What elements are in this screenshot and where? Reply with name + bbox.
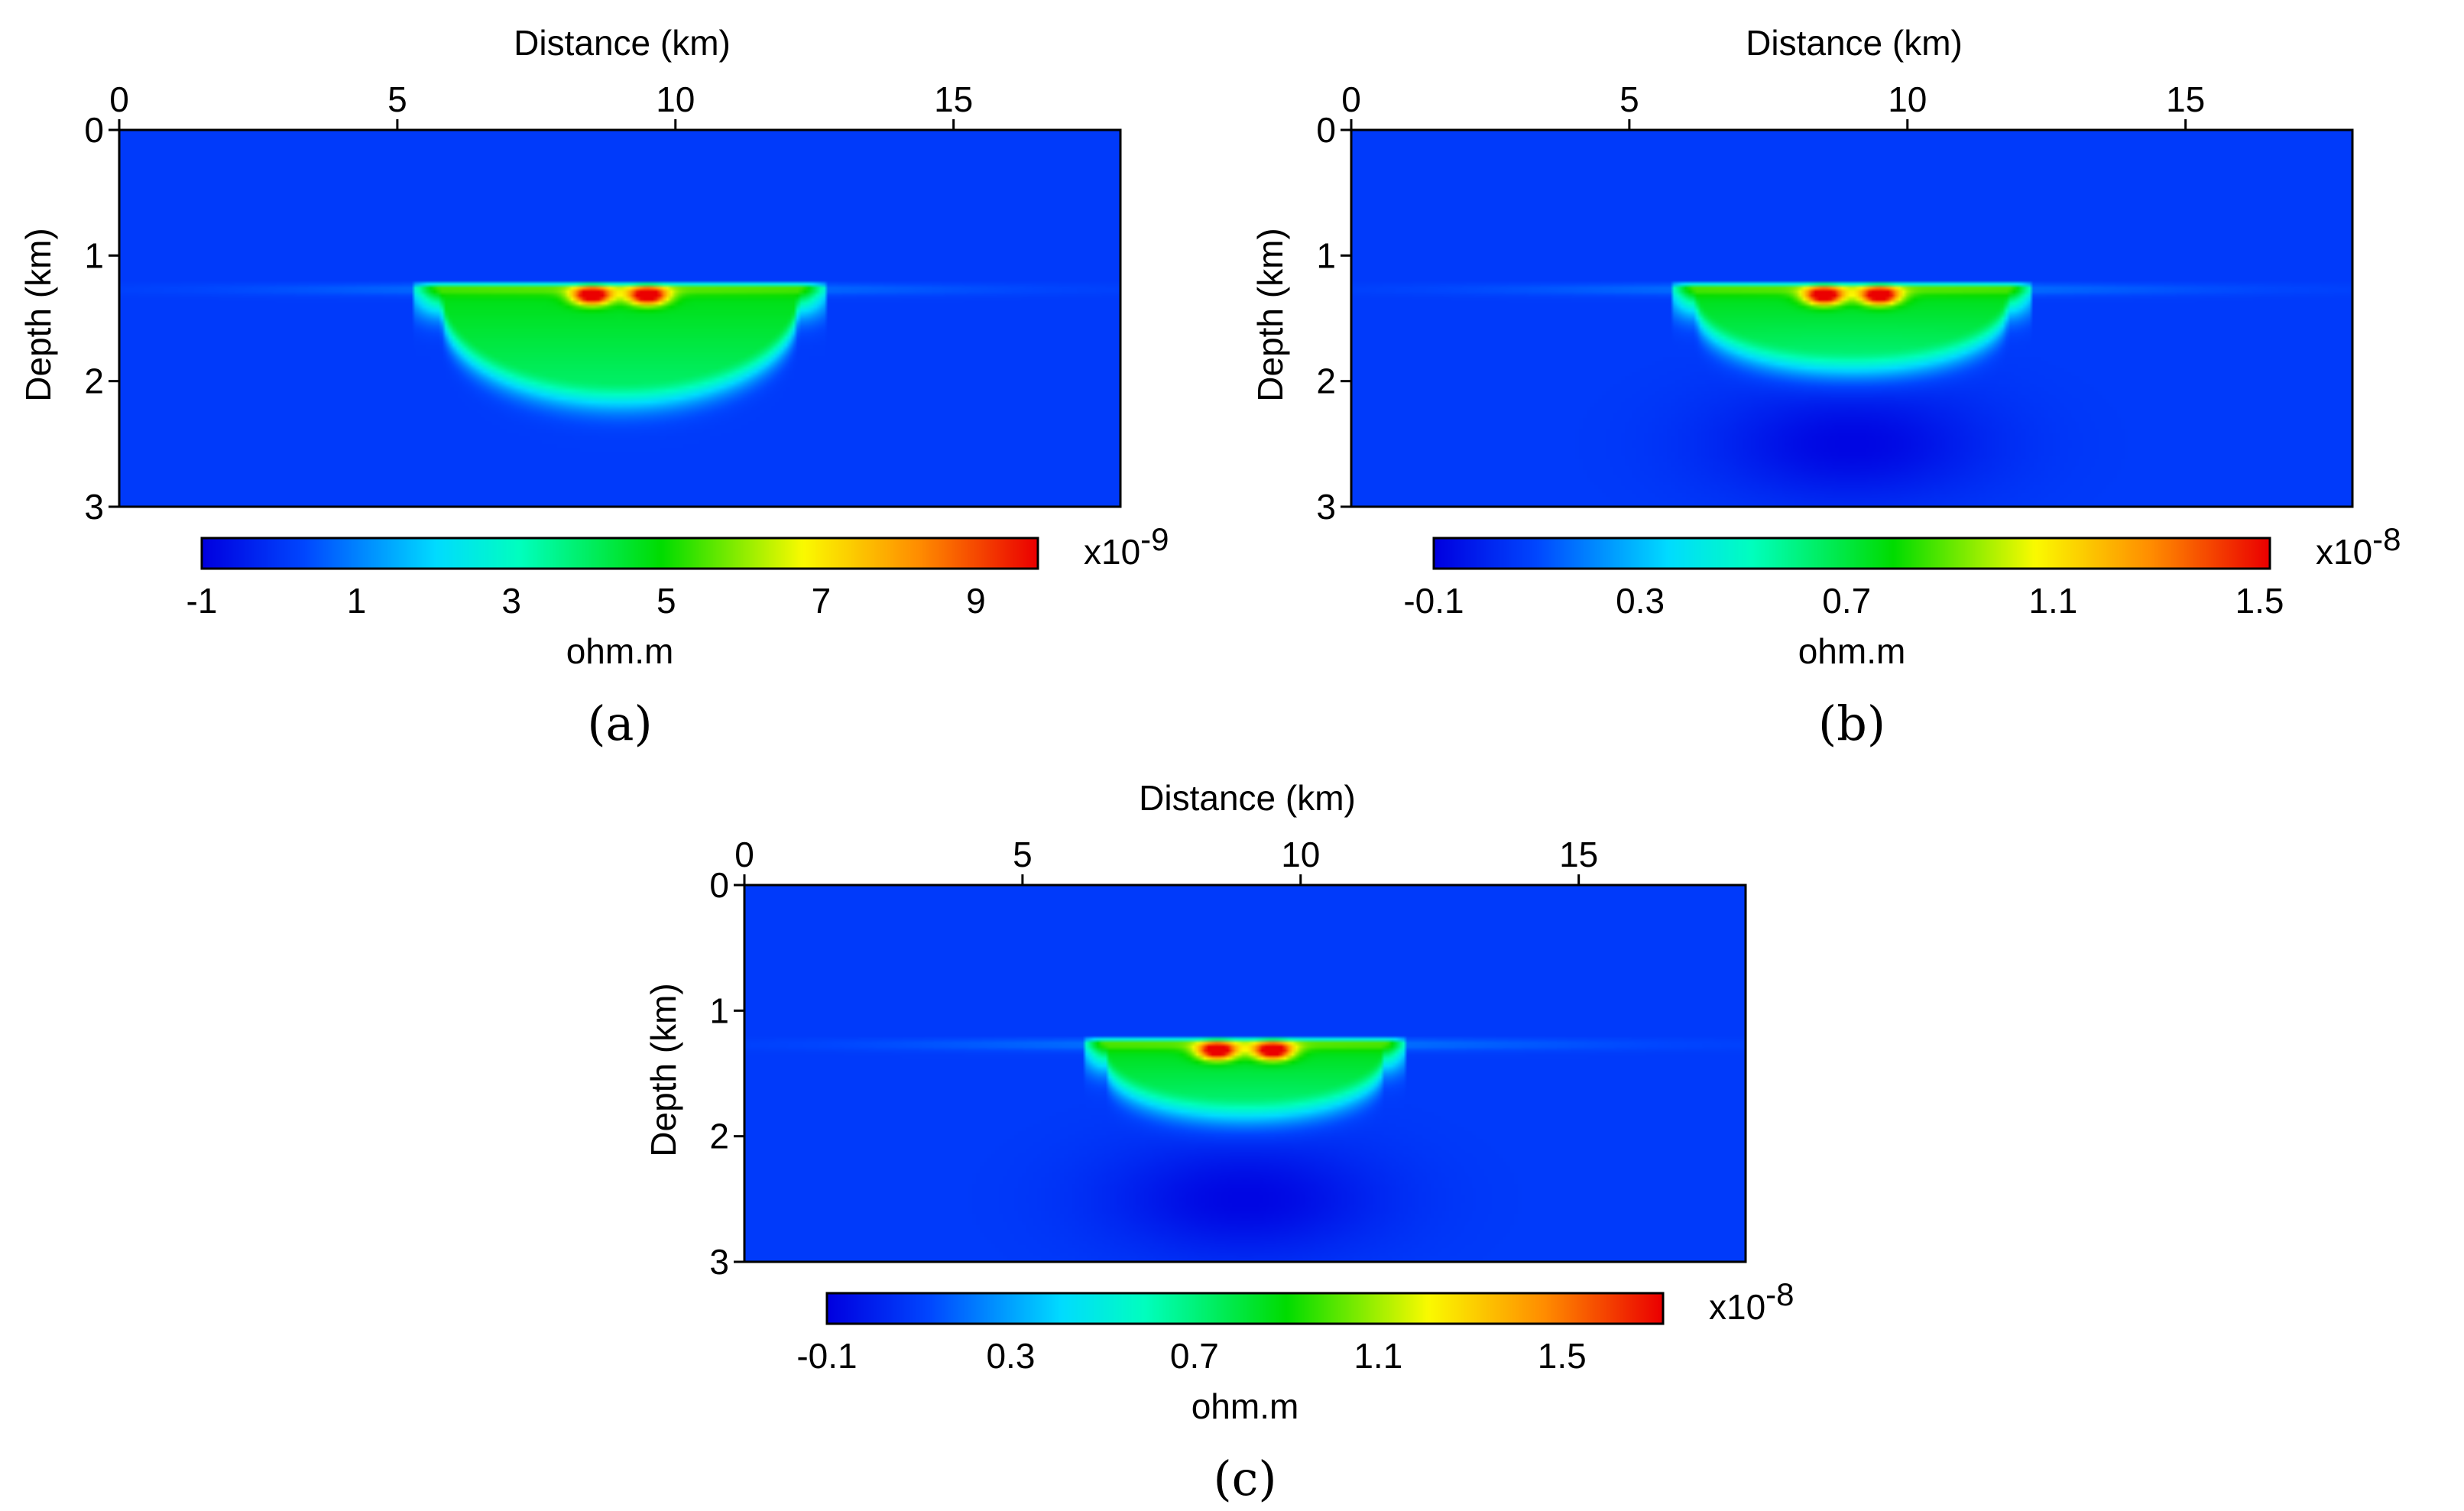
y-tick-label: 3 bbox=[1316, 487, 1336, 527]
y-axis-title: Depth (km) bbox=[644, 983, 683, 1156]
colorbar-frame bbox=[825, 1292, 1665, 1325]
colorbar-tick-label: 0.3 bbox=[986, 1336, 1035, 1376]
y-tick-label: 3 bbox=[709, 1242, 729, 1282]
x-tick-label: 5 bbox=[1013, 835, 1033, 874]
y-tick-label: 1 bbox=[1316, 235, 1336, 275]
x-tick-label: 15 bbox=[1559, 835, 1598, 874]
colorbar-tick-label: 9 bbox=[966, 581, 986, 621]
panel-caption: (c) bbox=[1213, 1451, 1276, 1506]
colorbar-tick-label: 0.3 bbox=[1616, 581, 1665, 621]
colorbar-unit-label: ohm.m bbox=[566, 631, 674, 671]
x-tick-label: 10 bbox=[656, 79, 695, 119]
y-tick-label: 3 bbox=[84, 487, 104, 527]
colorbar-tick-label: -1 bbox=[186, 581, 218, 621]
colorbar-gradient bbox=[827, 1293, 1663, 1324]
x-tick-label: 15 bbox=[934, 79, 973, 119]
colorbar-gradient bbox=[1434, 538, 2270, 569]
colorbar-frame bbox=[1432, 537, 2271, 570]
panel-caption: (a) bbox=[587, 696, 652, 751]
x-axis-title: Distance (km) bbox=[514, 23, 731, 63]
y-tick-label: 2 bbox=[84, 362, 104, 401]
colorbar-gradient bbox=[202, 538, 1038, 569]
colorbar-tick-label: -0.1 bbox=[796, 1336, 857, 1376]
panel-caption: (b) bbox=[1818, 696, 1885, 751]
y-tick-label: 2 bbox=[709, 1117, 729, 1156]
y-tick-label: 0 bbox=[84, 110, 104, 150]
colorbar-tick-label: 3 bbox=[501, 581, 521, 621]
heatmap-image bbox=[1351, 130, 2352, 507]
x-axis-title: Distance (km) bbox=[1139, 778, 1356, 818]
y-tick-label: 1 bbox=[84, 235, 104, 275]
heatmap-image bbox=[744, 885, 1746, 1262]
colorbar-tick-label: 1.5 bbox=[2235, 581, 2284, 621]
colorbar-exponent: x10-9 bbox=[1084, 521, 1169, 572]
x-tick-label: 0 bbox=[734, 835, 754, 874]
plot-frame bbox=[1350, 128, 2354, 508]
colorbar-tick-label: 0.7 bbox=[1822, 581, 1871, 621]
plot-frame bbox=[743, 884, 1747, 1263]
panel-b: Distance (km) 0 5 10 15 0 1 2 3 Depth (km) -0.… bbox=[1250, 23, 2401, 751]
colorbar-tick-label: 7 bbox=[812, 581, 832, 621]
heatmap-image bbox=[119, 130, 1120, 507]
y-tick-label: 0 bbox=[1316, 110, 1336, 150]
x-tick-label: 5 bbox=[1619, 79, 1639, 119]
y-tick-label: 1 bbox=[709, 991, 729, 1030]
colorbar-unit-label: ohm.m bbox=[1798, 631, 1906, 671]
colorbar-tick-label: 1.5 bbox=[1538, 1336, 1587, 1376]
panel-c: Distance (km) 0 5 10 15 0 1 2 3 Depth (km) -0.… bbox=[644, 778, 1795, 1506]
x-tick-label: 10 bbox=[1888, 79, 1927, 119]
x-tick-label: 0 bbox=[1341, 79, 1361, 119]
x-tick-label: 0 bbox=[109, 79, 129, 119]
y-tick-label: 0 bbox=[709, 865, 729, 905]
colorbar-tick-label: 1.1 bbox=[1354, 1336, 1402, 1376]
colorbar-frame bbox=[200, 537, 1039, 570]
y-axis-title: Depth (km) bbox=[18, 228, 58, 401]
colorbar-tick-label: -0.1 bbox=[1403, 581, 1464, 621]
colorbar-exponent: x10-8 bbox=[1709, 1276, 1795, 1327]
colorbar-tick-label: 5 bbox=[657, 581, 676, 621]
x-tick-label: 10 bbox=[1281, 835, 1320, 874]
x-tick-label: 5 bbox=[387, 79, 407, 119]
y-tick-label: 2 bbox=[1316, 362, 1336, 401]
colorbar-tick-label: 0.7 bbox=[1170, 1336, 1219, 1376]
y-axis-title: Depth (km) bbox=[1250, 228, 1290, 401]
x-tick-label: 15 bbox=[2166, 79, 2205, 119]
plot-frame bbox=[118, 128, 1122, 508]
colorbar-unit-label: ohm.m bbox=[1191, 1386, 1299, 1426]
colorbar-tick-label: 1.1 bbox=[2028, 581, 2077, 621]
x-axis-title: Distance (km) bbox=[1746, 23, 1963, 63]
colorbar-exponent: x10-8 bbox=[2316, 521, 2401, 572]
colorbar-tick-label: 1 bbox=[347, 581, 367, 621]
